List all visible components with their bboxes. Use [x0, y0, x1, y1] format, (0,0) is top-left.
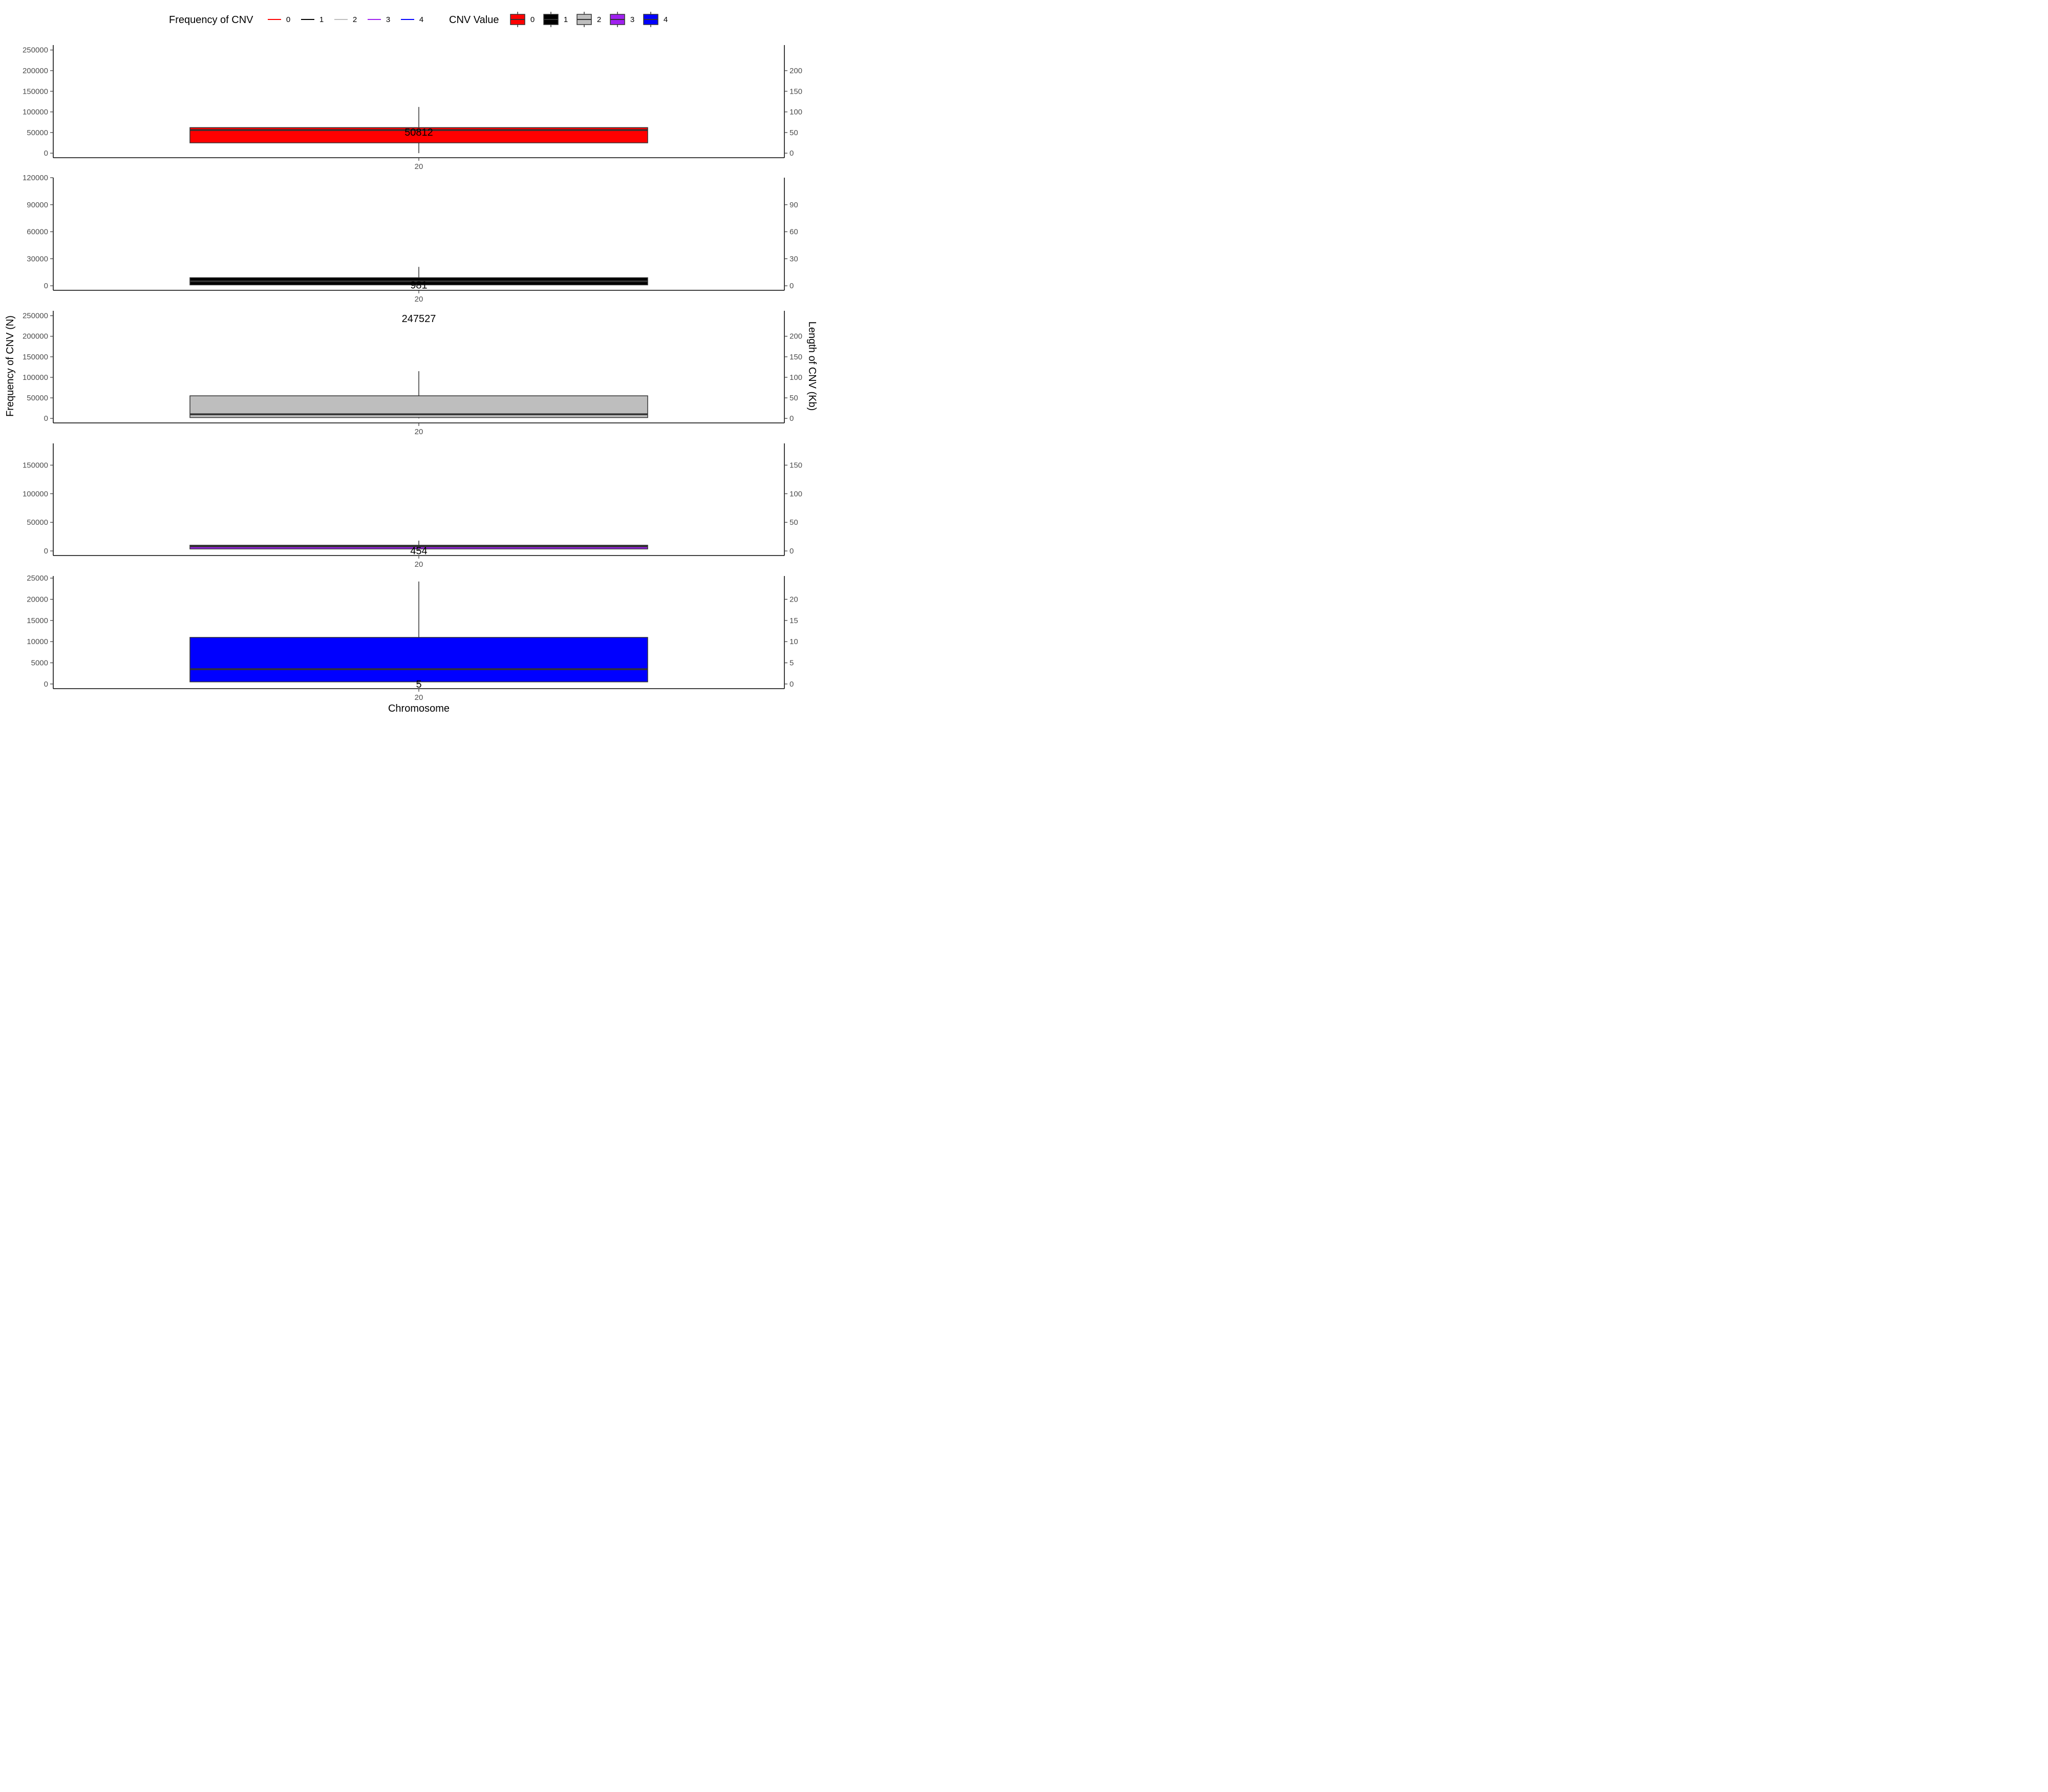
legend-title-frequency: Frequency of CNV — [169, 14, 253, 26]
right-tick-label: 15 — [790, 616, 798, 625]
box-4 — [189, 637, 648, 682]
left-tick-label: 200000 — [23, 332, 48, 341]
legend-box-label-2: 2 — [597, 15, 601, 24]
right-tick-label: 100 — [790, 489, 802, 498]
left-tick-label: 0 — [44, 547, 48, 556]
x-tick-label: 20 — [415, 560, 423, 569]
left-tick-label: 60000 — [27, 228, 48, 237]
right-tick-label: 60 — [790, 228, 798, 237]
left-tick-label: 0 — [44, 282, 48, 290]
left-tick-label: 0 — [44, 414, 48, 423]
legend-box-label-4: 4 — [664, 15, 668, 24]
frequency-label: 454 — [410, 546, 427, 557]
right-tick-label: 0 — [790, 547, 794, 556]
right-tick-label: 0 — [790, 282, 794, 290]
right-tick-label: 90 — [790, 201, 798, 209]
right-tick-label: 150 — [790, 87, 802, 96]
left-tick-label: 30000 — [27, 254, 48, 263]
cnv-boxplot-chart: Frequency of CNV 0 1 2 3 4 CNV Value 0 1 2 3 4 0500… — [5, 12, 818, 714]
right-tick-label: 0 — [790, 149, 794, 158]
right-tick-label: 200 — [790, 332, 802, 341]
frequency-label: 981 — [410, 280, 427, 291]
right-tick-label: 5 — [790, 659, 794, 668]
right-tick-label: 10 — [790, 637, 798, 646]
left-tick-label: 0 — [44, 149, 48, 158]
x-tick-label: 20 — [415, 693, 423, 702]
legend: Frequency of CNV 0 1 2 3 4 CNV Value 0 1 2 3 4 — [169, 12, 668, 27]
left-tick-label: 150000 — [23, 461, 48, 470]
legend-box-label-1: 1 — [564, 15, 568, 24]
legend-box-label-0: 0 — [530, 15, 535, 24]
legend-line-label-3: 3 — [386, 15, 390, 24]
left-tick-label: 10000 — [27, 637, 48, 646]
left-tick-label: 0 — [44, 680, 48, 689]
legend-title-cnv-value: CNV Value — [449, 14, 499, 26]
left-tick-label: 50000 — [27, 394, 48, 402]
right-tick-label: 150 — [790, 353, 802, 361]
legend-line-label-1: 1 — [319, 15, 324, 24]
right-tick-label: 50 — [790, 394, 798, 402]
right-tick-label: 30 — [790, 254, 798, 263]
left-tick-label: 15000 — [27, 616, 48, 625]
right-tick-label: 50 — [790, 518, 798, 527]
legend-line-label-4: 4 — [419, 15, 423, 24]
x-tick-label: 20 — [415, 295, 423, 304]
legend-line-label-0: 0 — [286, 15, 290, 24]
panels: 0500001000001500002000002500000501001502… — [23, 45, 802, 702]
panel-1: 0 30000 60000 90000 120000 0 30 60 90 20 981 — [23, 174, 798, 304]
left-tick-label: 100000 — [23, 108, 48, 117]
panel-0: 0 50000 100000 150000 200000 250000 0 50 100 150 2… — [23, 45, 802, 171]
legend-box-label-3: 3 — [630, 15, 634, 24]
left-tick-label: 5000 — [31, 659, 48, 668]
left-tick-label: 150000 — [23, 353, 48, 361]
frequency-label: 50812 — [404, 127, 433, 138]
left-tick-label: 150000 — [23, 87, 48, 96]
right-tick-label: 0 — [790, 414, 794, 423]
left-tick-label: 100000 — [23, 373, 48, 382]
right-tick-label: 200 — [790, 67, 802, 75]
frequency-label: 247527 — [402, 313, 436, 325]
right-tick-label: 100 — [790, 108, 802, 117]
panel-2: 0 50000 100000 150000 200000 250000 0 50 100 150 2… — [23, 311, 802, 436]
left-tick-label: 50000 — [27, 129, 48, 137]
legend-line-label-2: 2 — [353, 15, 357, 24]
x-tick-label: 20 — [415, 162, 423, 171]
panel-3: 0 50000 100000 150000 0 50 100 150 20 454 — [23, 443, 802, 569]
x-tick-label: 20 — [415, 428, 423, 436]
right-tick-label: 100 — [790, 373, 802, 382]
left-tick-label: 100000 — [23, 489, 48, 498]
panel-4: 0 5000 10000 15000 20000 25000 0 5 10 15 20 20 5 — [27, 574, 798, 702]
left-tick-label: 90000 — [27, 201, 48, 209]
right-tick-label: 20 — [790, 595, 798, 604]
left-tick-label: 50000 — [27, 518, 48, 527]
right-tick-label: 150 — [790, 461, 802, 470]
right-tick-label: 50 — [790, 129, 798, 137]
left-tick-label: 250000 — [23, 312, 48, 321]
left-tick-label: 120000 — [23, 174, 48, 182]
y-axis-right-title: Length of CNV (Kb) — [806, 322, 818, 411]
x-axis-title: Chromosome — [388, 703, 450, 714]
right-tick-label: 0 — [790, 680, 794, 689]
left-tick-label: 250000 — [23, 46, 48, 55]
left-tick-label: 200000 — [23, 67, 48, 75]
frequency-label: 5 — [416, 679, 421, 690]
y-axis-left-title: Frequency of CNV (N) — [5, 315, 16, 417]
left-tick-label: 20000 — [27, 595, 48, 604]
left-tick-label: 25000 — [27, 574, 48, 583]
